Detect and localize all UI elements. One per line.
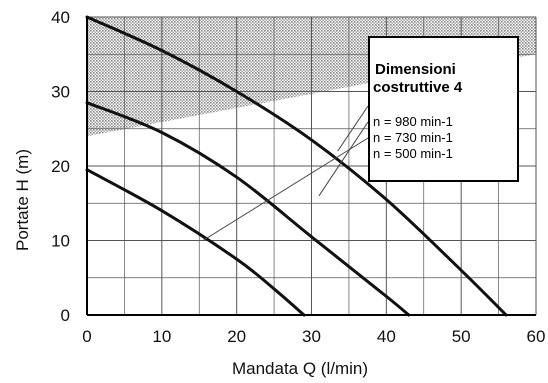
pointer-line-3 — [202, 137, 369, 241]
legend-title: Dimensioni costruttive 4 — [373, 61, 463, 96]
legend-box — [368, 36, 519, 182]
legend-entry-3: n = 500 min-1 — [373, 146, 453, 161]
y-tick-label: 30 — [51, 83, 70, 102]
y-tick-label: 40 — [51, 8, 70, 27]
x-tick-label: 20 — [227, 327, 246, 346]
legend: Dimensioni costruttive 4 n = 980 min-1n … — [368, 36, 519, 182]
legend-entry-1: n = 980 min-1 — [373, 114, 453, 129]
x-tick-label: 10 — [152, 327, 171, 346]
y-tick-label: 10 — [51, 232, 70, 251]
y-axis-title: Portate H (m) — [13, 149, 32, 251]
pointer-line-1 — [337, 105, 369, 152]
y-tick-label: 20 — [51, 157, 70, 176]
x-axis-title: Mandata Q (l/min) — [232, 359, 368, 378]
legend-title-line-2: costruttive 4 — [373, 79, 463, 96]
series-line-2 — [85, 101, 411, 317]
x-tick-label: 50 — [452, 327, 471, 346]
pointer-line-2 — [318, 121, 369, 197]
series-line-3 — [85, 168, 306, 317]
x-tick-label: 40 — [377, 327, 396, 346]
legend-title-line-1: Dimensioni — [375, 61, 456, 78]
x-tick-label: 0 — [82, 327, 91, 346]
x-tick-label: 30 — [302, 327, 321, 346]
series-line-1 — [85, 15, 508, 317]
y-tick-label: 0 — [61, 306, 70, 325]
legend-entry-2: n = 730 min-1 — [373, 130, 453, 145]
x-tick-label: 60 — [527, 327, 546, 346]
